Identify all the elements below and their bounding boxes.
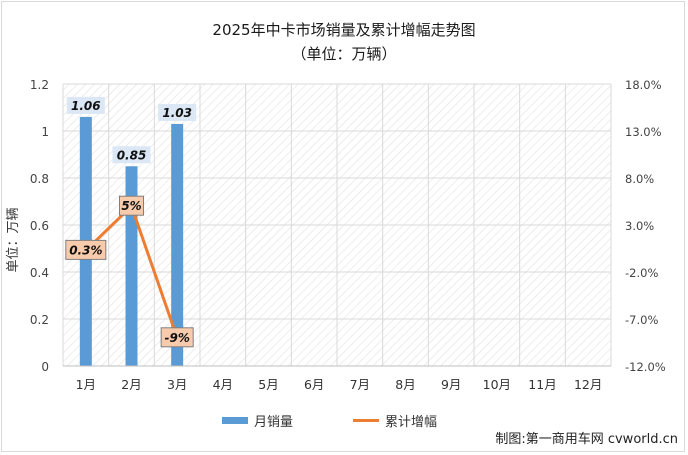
line-value-label: -9% xyxy=(164,331,189,345)
line-value-label: 0.3% xyxy=(69,243,102,257)
line-label-box xyxy=(65,239,107,260)
legend-item-bar: 月销量 xyxy=(222,411,293,430)
y-tick-label: 0.4 xyxy=(30,266,49,280)
y2-tick-label: 8.0% xyxy=(625,172,654,186)
y2-tick-label: 3.0% xyxy=(625,219,654,233)
bar xyxy=(171,123,184,366)
y2-tick-label: 18.0% xyxy=(625,78,662,92)
bar-value-label: 1.03 xyxy=(162,106,192,120)
legend-label-line: 累计增幅 xyxy=(385,415,438,430)
line-value-label: 5% xyxy=(121,199,141,213)
x-tick-label: 3月 xyxy=(167,377,187,392)
x-tick-label: 2月 xyxy=(121,377,141,392)
y-tick-label: 0.6 xyxy=(30,219,49,233)
legend-item-line: 累计增幅 xyxy=(353,411,437,430)
bar-label-box xyxy=(112,146,151,164)
line-label-box xyxy=(119,195,144,216)
legend-label-bar: 月销量 xyxy=(254,415,294,430)
x-tick-label: 9月 xyxy=(441,377,461,392)
y2-tick-label: 13.0% xyxy=(625,125,662,139)
y-tick-label: 1 xyxy=(41,125,49,139)
x-tick-label: 10月 xyxy=(483,377,511,392)
svg-text:单位：万辆: 单位：万辆 xyxy=(6,207,21,272)
bar-value-label: 1.06 xyxy=(71,99,101,113)
x-tick-label: 6月 xyxy=(304,377,324,392)
y-axis-title: 单位：万辆 xyxy=(2,190,32,290)
x-tick-label: 5月 xyxy=(258,377,278,392)
y2-tick-label: -12.0% xyxy=(625,360,666,374)
y2-tick-label: -2.0% xyxy=(625,266,658,280)
chart-subtitle: （单位：万辆） xyxy=(291,45,397,63)
source-credit: 制图:第一商用车网 cvworld.cn xyxy=(495,432,678,447)
line-label-box xyxy=(160,327,194,348)
y2-tick-label: -7.0% xyxy=(625,313,658,327)
bar-label-box xyxy=(66,96,105,114)
bar-label-box xyxy=(158,103,197,121)
bar-value-label: 0.85 xyxy=(117,148,147,162)
x-tick-label: 1月 xyxy=(76,377,96,392)
x-tick-label: 8月 xyxy=(395,377,415,392)
legend-swatch-bar xyxy=(222,417,248,424)
y-tick-label: 0 xyxy=(41,360,49,374)
y-tick-label: 0.8 xyxy=(30,172,49,186)
y-tick-label: 0.2 xyxy=(30,313,49,327)
x-tick-label: 7月 xyxy=(350,377,370,392)
chart-title: 2025年中卡市场销量及累计增幅走势图 xyxy=(212,21,476,39)
legend-swatch-line xyxy=(353,419,379,422)
x-tick-label: 4月 xyxy=(213,377,233,392)
x-tick-label: 12月 xyxy=(574,377,602,392)
x-tick-label: 11月 xyxy=(528,377,556,392)
y-tick-label: 1.2 xyxy=(30,78,49,92)
